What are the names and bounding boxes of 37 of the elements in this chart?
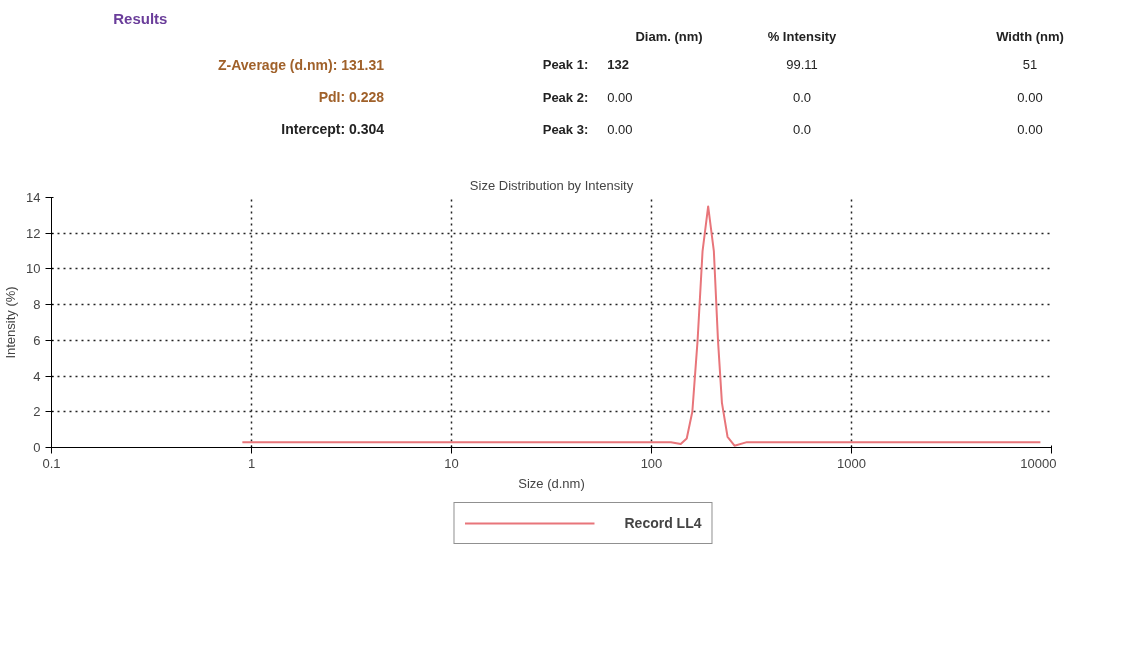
text: Diam. (nm): [635, 28, 703, 44]
text: 0.0: [792, 89, 812, 105]
text: Results: [113, 9, 168, 27]
text: Record LL4: [624, 515, 702, 531]
text: Peak 3:: [542, 121, 589, 137]
text: Peak 2:: [542, 89, 589, 105]
text: 0.0: [792, 121, 812, 137]
y-tick-label: 10: [26, 261, 41, 277]
text: Peak 1:: [542, 57, 589, 73]
text: PdI: 0.228: [318, 89, 385, 106]
text: Intercept: 0.304: [281, 121, 385, 138]
chart-title: Size Distribution by Intensity: [469, 177, 634, 193]
x-tick-label: 1: [247, 455, 256, 471]
x-tick-label: 0.1: [42, 455, 61, 471]
y-tick-label: 8: [33, 297, 41, 313]
x-tick-label: 10000: [1020, 455, 1057, 471]
y-tick-label: 6: [33, 332, 41, 348]
text: Width (nm): [996, 28, 1064, 44]
x-tick-label: 100: [640, 455, 663, 471]
y-axis-title: Intensity (%): [3, 286, 19, 359]
x-tick-label: 1000: [837, 455, 866, 471]
x-axis-title: Size (d.nm): [518, 475, 585, 491]
text: 0.00: [607, 89, 633, 105]
y-tick-label: 12: [26, 225, 41, 241]
text: 0.00: [1017, 121, 1043, 137]
text: 0.00: [607, 121, 633, 137]
text: % Intensity: [767, 28, 838, 44]
y-tick-label: 2: [33, 404, 41, 420]
text: 132: [607, 57, 629, 73]
x-tick-label: 10: [444, 455, 459, 471]
text: Z-Average (d.nm): 131.31: [218, 56, 385, 73]
text: 51: [1022, 57, 1038, 73]
text: 0.00: [1017, 89, 1043, 105]
text: 99.11: [786, 57, 818, 73]
y-tick-label: 4: [33, 368, 41, 384]
y-tick-label: 0: [33, 440, 41, 455]
y-tick-label: 14: [26, 190, 41, 205]
